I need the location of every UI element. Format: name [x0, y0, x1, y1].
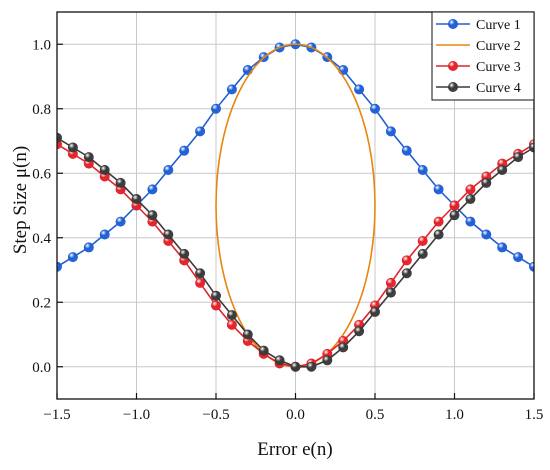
legend-label: Curve 2: [476, 39, 521, 54]
legend-item: Curve 2: [436, 39, 521, 54]
y-tick-label: 0.6: [32, 166, 51, 182]
curve-4-point: [497, 165, 508, 176]
curve-1-point: [99, 229, 110, 240]
curve-1-point: [354, 84, 365, 95]
curve-4-point: [195, 268, 206, 279]
curve-4-point: [163, 229, 174, 240]
curve-1-point: [529, 261, 534, 272]
curve-4-point: [465, 194, 476, 205]
curve-4-point: [449, 210, 460, 221]
curve-3-point: [210, 300, 221, 311]
legend: Curve 1 Curve 2 Curve 3 Curve 4: [431, 11, 535, 101]
x-tick-label: 1.0: [445, 407, 464, 423]
curve-4-point: [83, 152, 94, 163]
curve-3-point: [401, 255, 412, 266]
curve-1-point: [385, 126, 396, 137]
x-tick-label: −1.5: [43, 407, 70, 423]
y-axis-label: Step Size μ(n): [10, 146, 31, 254]
curve-4-point: [290, 361, 301, 372]
curve-3-point: [449, 200, 460, 211]
x-tick-label: 1.5: [525, 407, 544, 423]
curve-4-point: [385, 287, 396, 298]
curve-4-point: [147, 210, 158, 221]
curve-1-point: [338, 65, 349, 76]
curve-4-point: [306, 361, 317, 372]
legend-item: Curve 3: [436, 60, 521, 75]
curve-4-point: [417, 248, 428, 259]
x-tick-label: −0.5: [202, 407, 229, 423]
curve-3-point: [433, 216, 444, 227]
curve-4-point: [354, 326, 365, 337]
curve-1-point: [369, 103, 380, 114]
curve-4-point: [131, 194, 142, 205]
legend-label: Curve 3: [476, 60, 521, 75]
curve-1-point: [417, 165, 428, 176]
curve-3-point: [226, 319, 237, 330]
y-tick-label: 0.2: [32, 295, 51, 311]
curve-4-point: [322, 355, 333, 366]
curve-1-point: [210, 103, 221, 114]
curve-4-point: [242, 329, 253, 340]
curve-4-point: [369, 306, 380, 317]
curve-1-point: [481, 229, 492, 240]
curve-4-point: [401, 268, 412, 279]
curve-4-point: [67, 142, 78, 153]
legend-marker: [447, 18, 458, 29]
curve-4-point: [433, 229, 444, 240]
curve-4-point: [226, 310, 237, 321]
curve-1-point: [226, 84, 237, 95]
curve-1-point: [513, 252, 524, 263]
legend-label: Curve 1: [476, 18, 521, 33]
curve-4-point: [99, 165, 110, 176]
curve-4-point: [179, 248, 190, 259]
legend-marker: [447, 82, 458, 93]
axes: −1.5 −1.0 −0.5 0.0 0.5 1.0 1.5 0.0 0.2 0.4 0.6 0.8 1…: [32, 11, 544, 423]
curve-4-point: [338, 342, 349, 353]
x-tick-label: 0.0: [286, 407, 305, 423]
plot-area: [57, 39, 534, 372]
curve-4-point: [258, 345, 269, 356]
curve-1-point: [115, 216, 126, 227]
curve-3-point: [417, 235, 428, 246]
legend-marker: [447, 61, 458, 72]
curve-1-point: [465, 216, 476, 227]
curve-1-point: [497, 242, 508, 253]
x-tick-label: 0.5: [366, 407, 385, 423]
curve-3-point: [465, 184, 476, 195]
curve-1-point: [433, 184, 444, 195]
x-tick-label: −1.0: [123, 407, 150, 423]
curve-4-point: [210, 290, 221, 301]
legend-label: Curve 4: [476, 81, 521, 96]
curve-1-point: [163, 165, 174, 176]
curve-1-point: [242, 65, 253, 76]
curve-4-point: [115, 177, 126, 188]
x-axis-label: Error e(n): [257, 439, 332, 460]
curve-4-point: [481, 177, 492, 188]
curve-1-point: [179, 145, 190, 156]
curve-4-point: [274, 355, 285, 366]
y-tick-label: 0.8: [32, 102, 51, 118]
y-tick-label: 1.0: [32, 37, 51, 53]
curve-1-point: [147, 184, 158, 195]
curve-3-point: [385, 277, 396, 288]
curve-1-point: [195, 126, 206, 137]
curve-1-point: [67, 252, 78, 263]
y-tick-label: 0.4: [32, 231, 51, 247]
curve-4-point: [513, 152, 524, 163]
curve-3-point: [195, 277, 206, 288]
curve-4-point: [529, 142, 534, 153]
y-tick-label: 0.0: [32, 360, 51, 376]
legend-item: Curve 4: [436, 81, 521, 96]
curve-1-point: [401, 145, 412, 156]
legend-item: Curve 1: [436, 18, 521, 33]
series-layer: [57, 39, 534, 372]
curve-1-point: [83, 242, 94, 253]
